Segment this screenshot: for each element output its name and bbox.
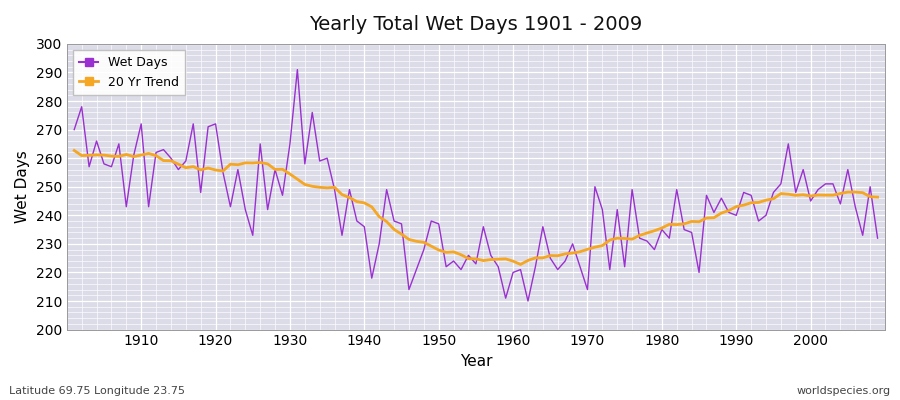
Legend: Wet Days, 20 Yr Trend: Wet Days, 20 Yr Trend bbox=[73, 50, 185, 95]
Text: worldspecies.org: worldspecies.org bbox=[796, 386, 891, 396]
Title: Yearly Total Wet Days 1901 - 2009: Yearly Total Wet Days 1901 - 2009 bbox=[310, 15, 643, 34]
X-axis label: Year: Year bbox=[460, 354, 492, 369]
Text: Latitude 69.75 Longitude 23.75: Latitude 69.75 Longitude 23.75 bbox=[9, 386, 185, 396]
Y-axis label: Wet Days: Wet Days bbox=[15, 150, 30, 223]
